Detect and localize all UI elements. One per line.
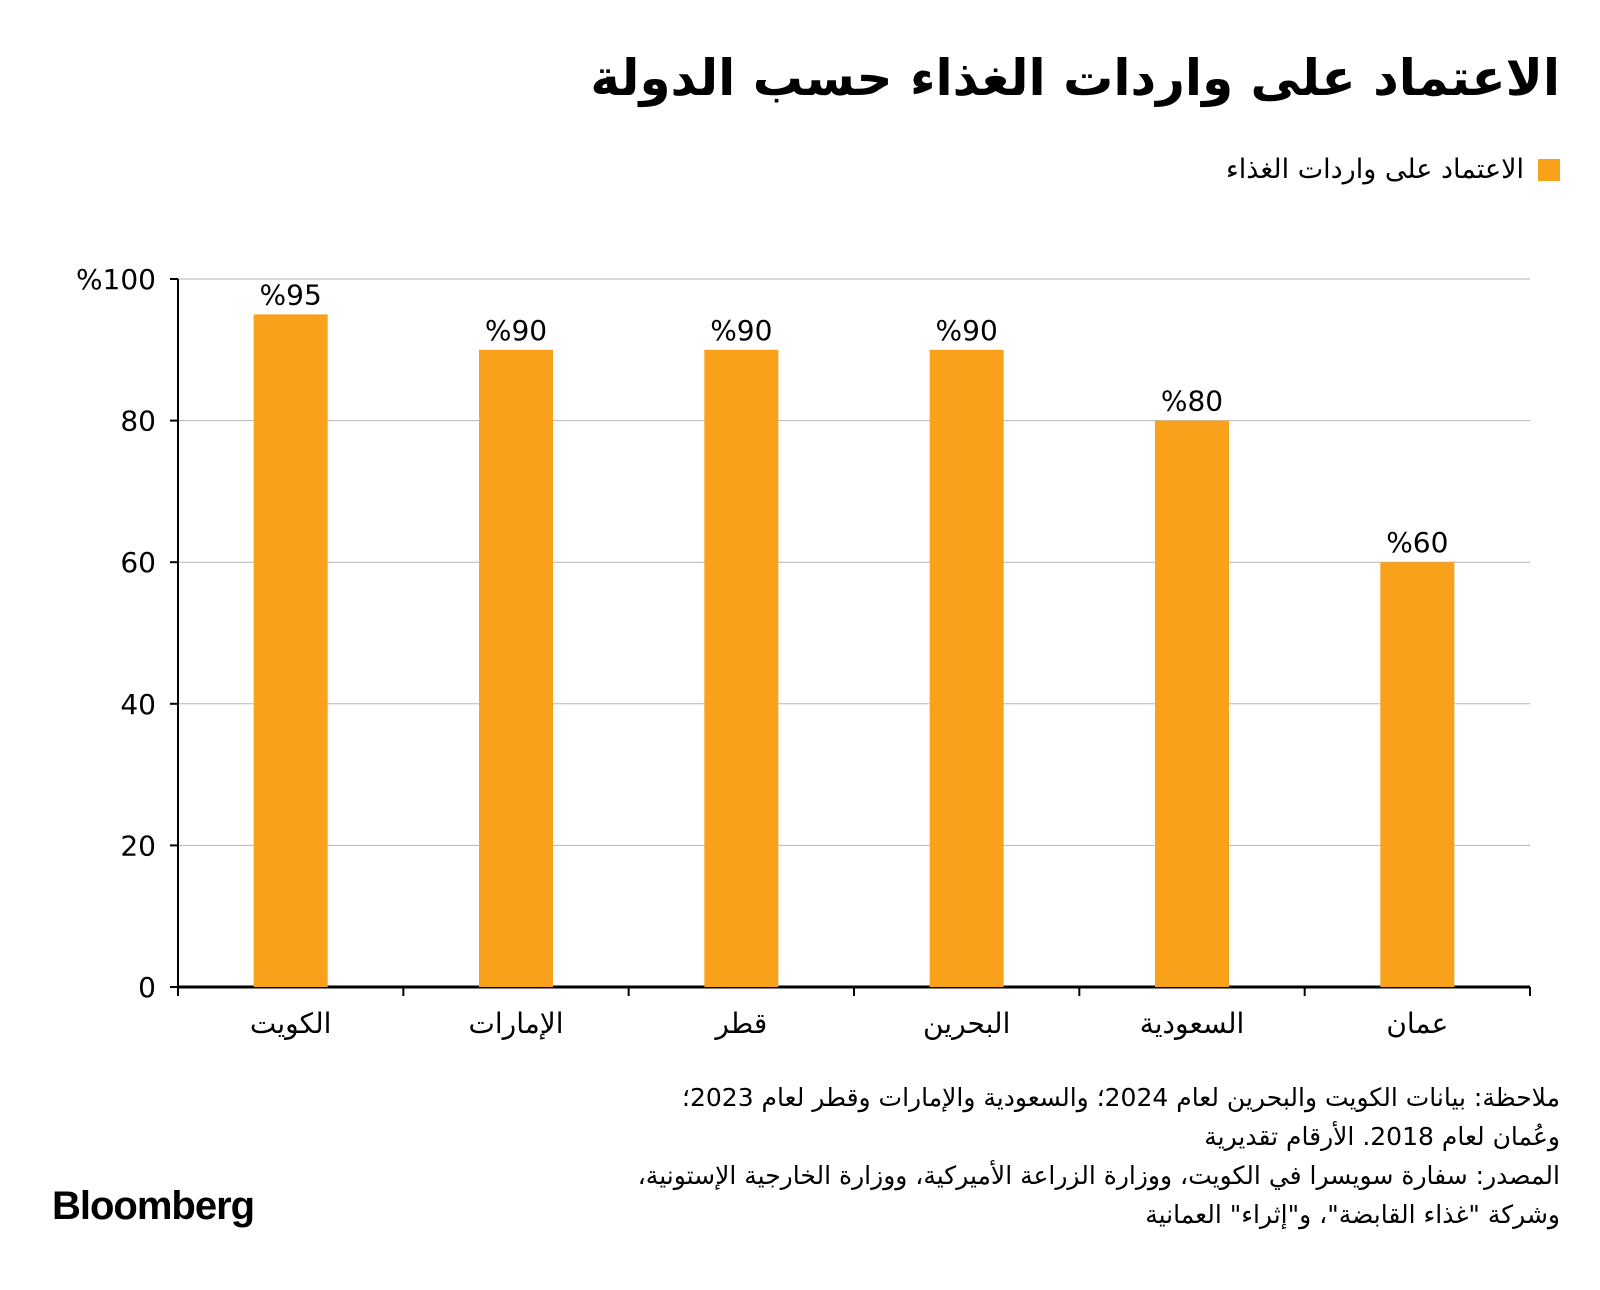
y-tick-label: 40 — [120, 688, 156, 721]
y-tick-label: 20 — [120, 829, 156, 862]
data-label: %90 — [936, 314, 998, 347]
x-tick-label: عمان — [1386, 1007, 1448, 1040]
legend-label: الاعتماد على واردات الغذاء — [1226, 154, 1524, 185]
data-label: %90 — [485, 314, 547, 347]
x-tick-label: قطر — [713, 1007, 767, 1040]
bar-chart: 0 20 40 60 80 %100 %95 الكويت %90 الإمارات %90 قطر%… — [76, 263, 1531, 1040]
x-tick-label: البحرين — [923, 1007, 1010, 1040]
y-tick-label: 80 — [120, 405, 156, 438]
source-line-1: المصدر: سفارة سويسرا في الكويت، ووزارة ا… — [637, 1161, 1560, 1190]
data-label: %95 — [260, 278, 322, 311]
bar — [929, 349, 1004, 987]
x-tick-label: الكويت — [250, 1007, 332, 1040]
notes-block: ملاحظة: بيانات الكويت والبحرين لعام 2024… — [430, 1078, 1560, 1234]
note-line-2: وعُمان لعام 2018. الأرقام تقديرية — [1204, 1122, 1560, 1151]
y-tick-label: 0 — [138, 971, 156, 1004]
source-line-2: وشركة "غذاء القابضة"، و"إثراء" العمانية — [1145, 1200, 1560, 1229]
bar — [253, 314, 328, 987]
y-tick-label: %100 — [76, 263, 156, 296]
chart-title: الاعتماد على واردات الغذاء حسب الدولة — [590, 49, 1560, 107]
bar — [479, 349, 553, 987]
note-line-1: ملاحظة: بيانات الكويت والبحرين لعام 2024… — [682, 1083, 1560, 1112]
data-label: %90 — [710, 314, 772, 347]
y-tick-label: 60 — [120, 546, 156, 579]
legend-swatch — [1538, 159, 1560, 181]
x-tick-label: السعودية — [1140, 1007, 1245, 1040]
bar — [1380, 562, 1455, 987]
bar — [1155, 420, 1229, 988]
bar — [704, 349, 779, 987]
data-label: %60 — [1386, 526, 1448, 559]
x-tick-label: الإمارات — [469, 1007, 564, 1040]
data-label: %80 — [1161, 385, 1223, 418]
bloomberg-logo: Bloomberg — [52, 1184, 255, 1228]
legend: الاعتماد على واردات الغذاء — [760, 150, 1560, 190]
